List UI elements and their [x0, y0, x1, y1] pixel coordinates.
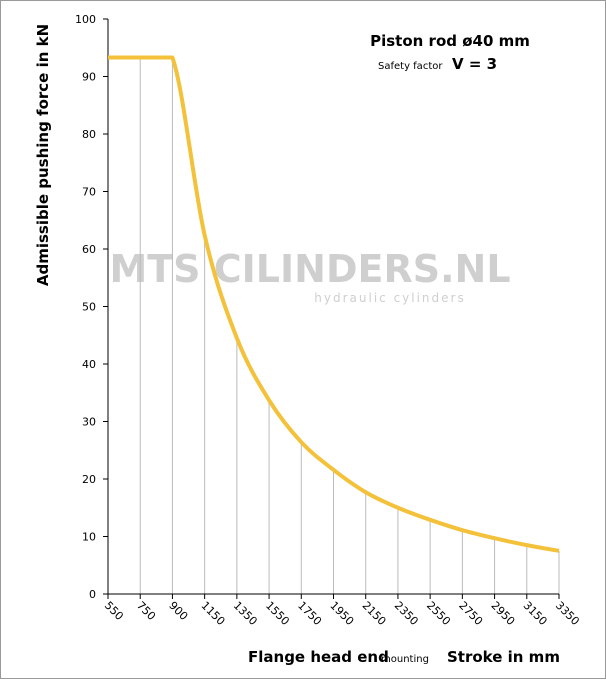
- y-tick-label: 30: [82, 416, 96, 429]
- x-axis-label: Flange head end: [248, 648, 389, 666]
- subtitle: V = 3: [452, 55, 497, 73]
- y-axis-label: Admissible pushing force in kN: [34, 24, 52, 286]
- curve: [108, 55, 560, 553]
- y-tick-label: 90: [82, 71, 96, 84]
- watermark-sub: hydraulic cylinders: [314, 291, 465, 305]
- y-tick-label: 50: [82, 301, 96, 314]
- y-tick-label: 20: [82, 473, 96, 486]
- chart-title: Piston rod ø40 mm: [370, 32, 530, 50]
- y-tick-label: 40: [82, 358, 96, 371]
- y-tick-label: 60: [82, 243, 96, 256]
- subtitle-small: Safety factor: [378, 61, 443, 72]
- y-tick-label: 80: [82, 128, 96, 141]
- y-tick-label: 70: [82, 186, 96, 199]
- y-tick-label: 0: [89, 588, 96, 601]
- x-axis-label-small: mounting: [381, 654, 429, 665]
- watermark: MTS CILINDERS.NL: [109, 247, 510, 291]
- y-tick-label: 100: [75, 13, 96, 26]
- y-tick-label: 10: [82, 531, 96, 544]
- x-axis-label-right: Stroke in mm: [447, 648, 560, 666]
